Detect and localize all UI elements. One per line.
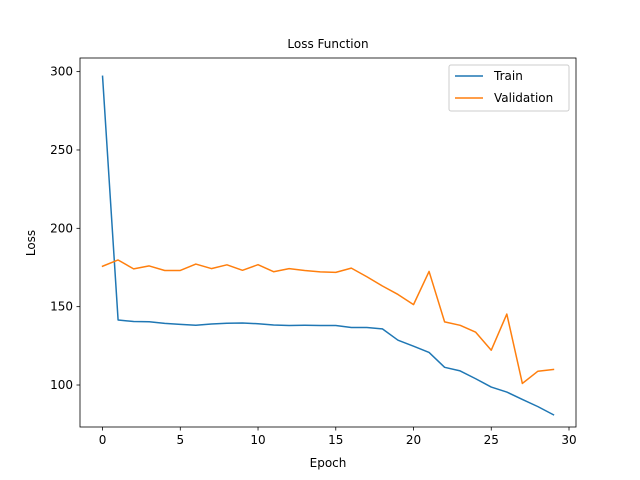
x-tick-label: 15 [328,433,343,447]
y-tick-label: 250 [50,143,73,157]
x-tick-label: 20 [406,433,421,447]
y-tick-label: 200 [50,221,73,235]
chart-title: Loss Function [287,37,368,51]
series-line-train [101,75,555,416]
axes-frame [79,57,577,428]
y-axis-title: Loss [24,230,38,256]
x-tick-label: 0 [99,433,107,447]
x-tick-label: 5 [176,433,184,447]
legend-label-validation: Validation [494,91,553,105]
series-lines [101,75,555,416]
legend: Train Validation [448,64,570,112]
x-tick-label: 10 [250,433,265,447]
y-tick-label: 300 [50,65,73,79]
x-axis-title: Epoch [310,456,347,470]
y-tick-label: 150 [50,300,73,314]
x-tick-label: 30 [561,433,576,447]
y-tick-label: 100 [50,378,73,392]
plot-area [80,58,576,427]
x-tick-label: 25 [484,433,499,447]
series-line-validation [101,259,555,385]
legend-label-train: Train [493,69,523,83]
x-axis-ticks: 0 5 10 15 20 25 30 [99,427,577,447]
y-axis-ticks: 100 150 200 250 300 [50,65,80,392]
